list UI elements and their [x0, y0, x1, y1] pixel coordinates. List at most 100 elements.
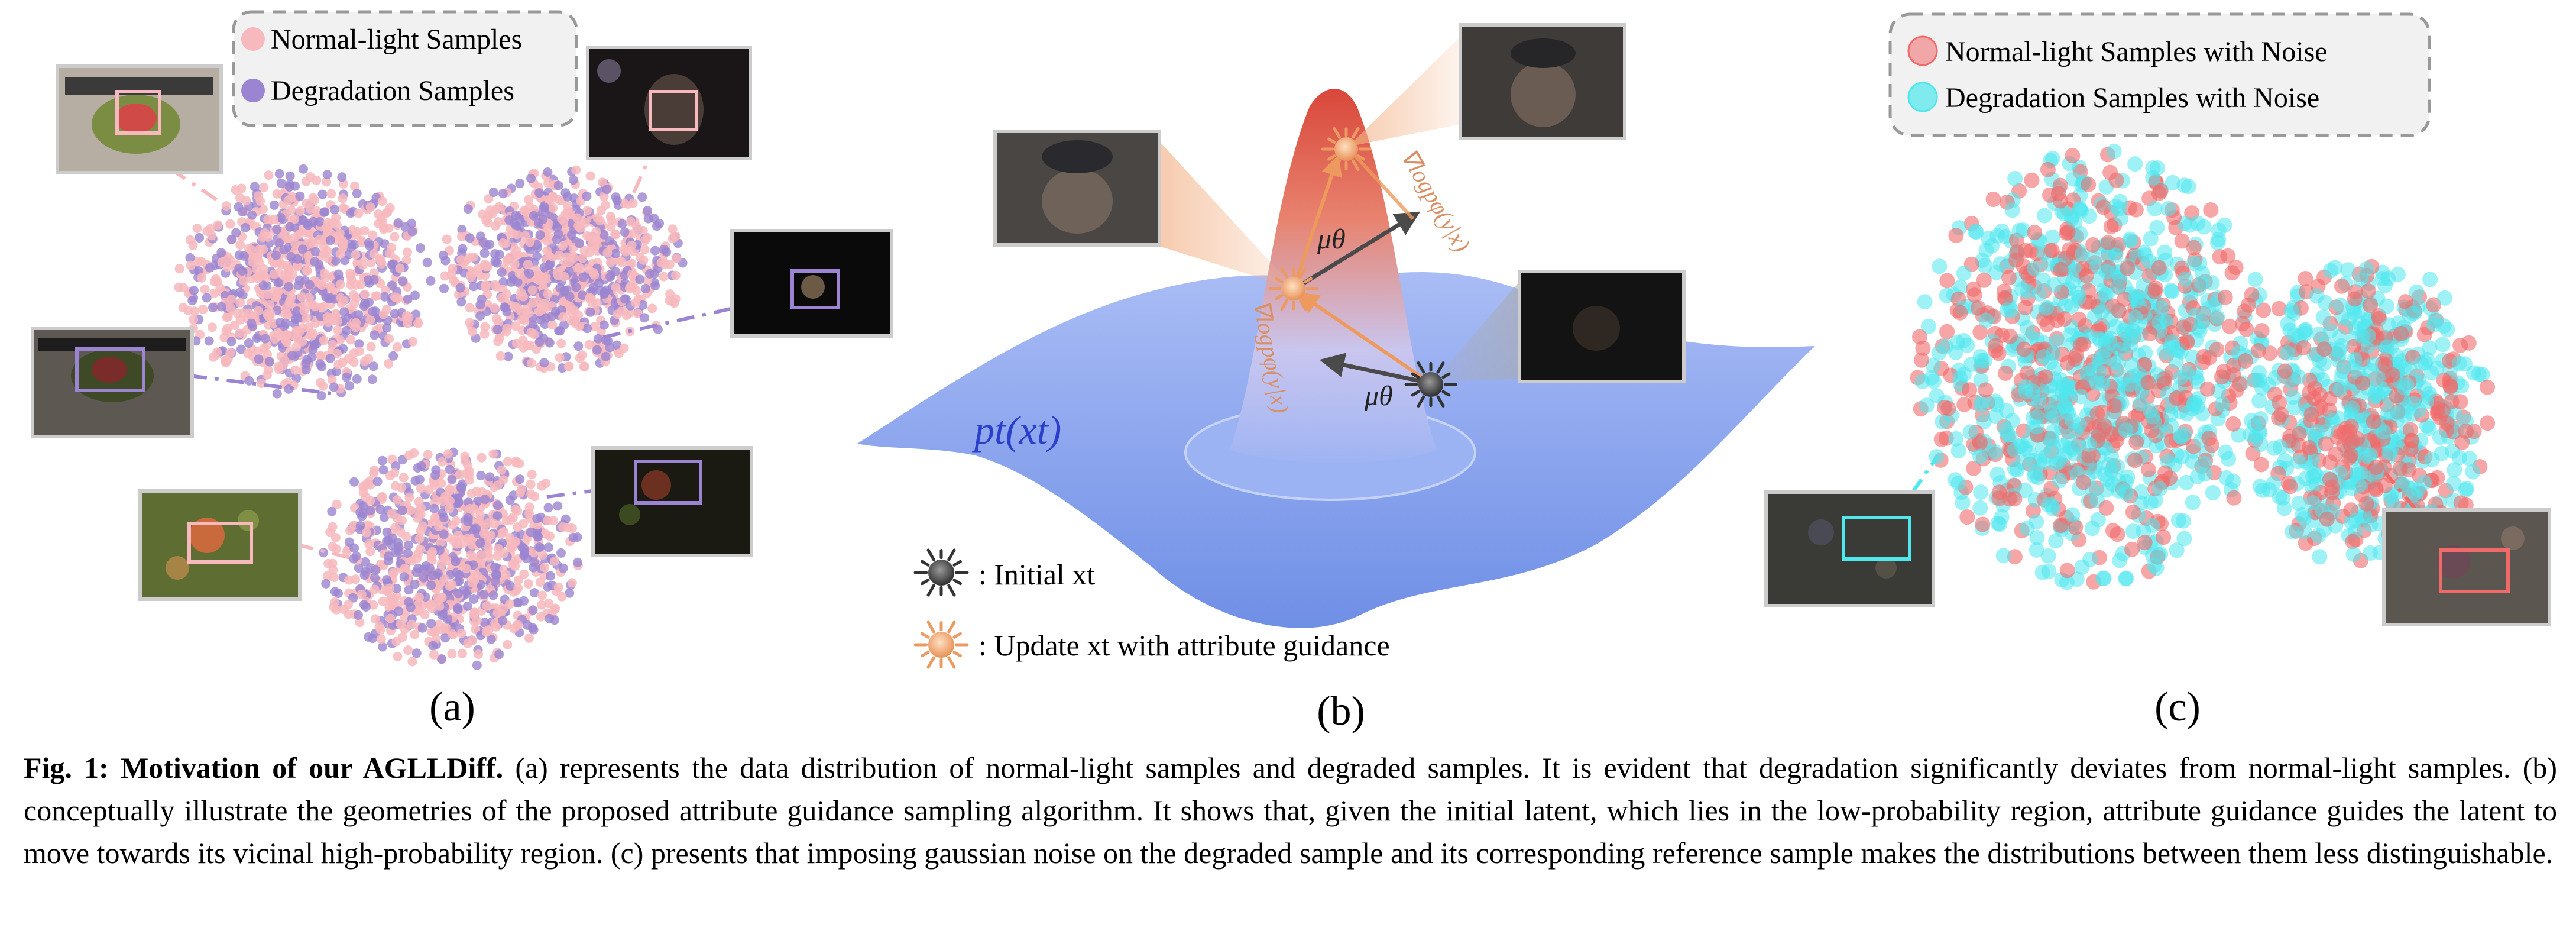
scatter-point — [602, 248, 613, 258]
legend-normal-noise-label: Normal-light Samples with Noise — [1945, 36, 2328, 67]
scatter-point — [187, 296, 197, 306]
scatter-point — [1914, 374, 1930, 389]
mu-arrow-lower — [1319, 353, 1431, 386]
scatter-point — [541, 313, 551, 323]
scatter-point — [465, 233, 475, 243]
scatter-point — [550, 603, 560, 613]
scatter-point — [2026, 453, 2042, 468]
scatter-point — [174, 264, 184, 274]
scatter-point — [234, 250, 244, 260]
scatter-point — [558, 522, 568, 532]
scatter-point — [2253, 457, 2269, 473]
scatter-point — [463, 516, 473, 526]
connector-a6 — [295, 542, 355, 561]
scatter-point — [2359, 261, 2374, 277]
scatter-point — [1976, 353, 1992, 369]
scatter-point — [2341, 450, 2357, 466]
scatter-point — [2059, 563, 2075, 579]
scatter-point — [2451, 355, 2467, 371]
scatter-point — [365, 241, 374, 251]
scatter-point — [469, 594, 479, 604]
scatter-point — [438, 496, 448, 506]
scatter-point — [569, 305, 579, 315]
scatter-point — [2186, 240, 2202, 256]
initial-point — [1404, 361, 1457, 408]
scatter-point — [524, 502, 534, 512]
scatter-point — [2209, 342, 2225, 357]
scatter-point — [291, 325, 302, 335]
scatter-point — [354, 339, 364, 349]
scatter-point — [2018, 384, 2034, 400]
scatter-point — [286, 251, 296, 261]
scatter-point — [2306, 465, 2322, 481]
scatter-point — [2380, 270, 2396, 286]
scatter-point — [328, 542, 338, 552]
scatter-point — [1975, 516, 1991, 532]
scatter-point — [498, 277, 508, 287]
scatter-point — [329, 382, 339, 392]
scatter-point — [453, 589, 464, 599]
scatter-point — [505, 599, 515, 609]
scatter-point — [555, 353, 565, 363]
scatter-point — [575, 353, 585, 363]
scatter-point — [565, 588, 575, 598]
scatter-point — [338, 357, 348, 367]
scatter-point — [186, 260, 196, 270]
scatter-point — [318, 302, 328, 312]
scatter-point — [488, 590, 498, 600]
scatter-point — [338, 203, 348, 213]
scatter-point — [2350, 431, 2365, 447]
scatter-point — [369, 249, 379, 259]
scatter-point — [2081, 436, 2097, 452]
scatter-point — [2075, 474, 2091, 490]
scatter-point — [480, 495, 490, 505]
scatter-point — [370, 330, 380, 340]
scatter-point — [398, 473, 409, 483]
scatter-point — [2002, 328, 2018, 344]
scatter-point — [2048, 455, 2064, 471]
scatter-point — [513, 620, 523, 630]
scatter-point — [519, 206, 529, 216]
scatter-point — [292, 261, 302, 271]
scatter-point — [404, 492, 414, 502]
scatter-point — [430, 470, 440, 480]
scatter-point — [349, 477, 359, 487]
caption-body: (a) represents the data distribution of … — [24, 751, 2558, 870]
scatter-point — [290, 214, 300, 224]
scatter-point — [639, 255, 649, 265]
scatter-point — [471, 624, 481, 634]
scatter-point — [299, 164, 308, 174]
scatter-point — [1950, 443, 1966, 459]
scatter-point — [527, 358, 536, 368]
scatter-point — [440, 271, 450, 281]
scatter-point — [2347, 513, 2363, 529]
scatter-point — [387, 593, 397, 603]
scatter-point — [494, 649, 504, 660]
scatter-point — [262, 370, 272, 380]
scatter-point — [515, 474, 525, 484]
scatter-point — [332, 499, 342, 509]
scatter-point — [479, 590, 489, 599]
scatter-point — [359, 500, 369, 510]
scatter-point — [272, 389, 282, 399]
scatter-point — [513, 522, 523, 532]
scatter-point — [328, 340, 338, 350]
scatter-point — [479, 248, 490, 258]
scatter-point — [544, 599, 554, 609]
scatter-point — [2279, 345, 2295, 361]
scatter-point — [315, 377, 325, 387]
scatter-point — [416, 461, 426, 471]
scatter-point — [2112, 342, 2128, 358]
scatter-point — [212, 347, 222, 357]
scatter-point — [231, 228, 241, 238]
scatter-point — [1919, 397, 1935, 413]
scatter-point — [427, 603, 437, 613]
scatter-point — [2125, 504, 2141, 520]
scatter-point — [567, 523, 577, 534]
scatter-point — [467, 539, 477, 550]
scatter-point — [534, 188, 545, 198]
beam-top — [1348, 37, 1460, 147]
scatter-point — [185, 253, 195, 263]
scatter-point — [556, 548, 566, 558]
scatter-point — [2089, 406, 2105, 422]
